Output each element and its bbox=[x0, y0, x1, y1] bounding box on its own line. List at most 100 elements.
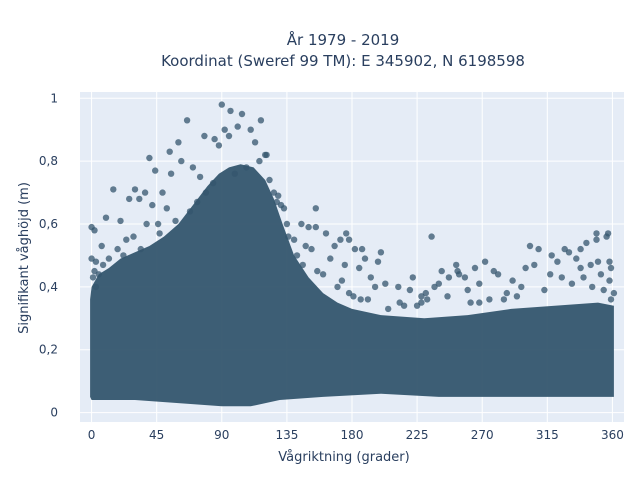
data-point bbox=[211, 135, 218, 143]
data-point bbox=[535, 245, 542, 253]
data-point bbox=[221, 126, 228, 133]
data-point bbox=[337, 236, 344, 243]
y-tick-label: 0,2 bbox=[39, 343, 58, 357]
data-point bbox=[334, 283, 341, 291]
data-point bbox=[327, 255, 334, 262]
data-point bbox=[548, 252, 555, 259]
data-point bbox=[196, 173, 204, 181]
data-point bbox=[418, 293, 425, 300]
data-point bbox=[361, 255, 369, 262]
data-point bbox=[322, 230, 330, 237]
x-tick-label: 45 bbox=[149, 428, 164, 442]
data-point bbox=[374, 258, 382, 265]
point-cloud-band bbox=[90, 164, 614, 407]
y-tick-label: 0,4 bbox=[39, 280, 58, 294]
data-point bbox=[308, 245, 315, 253]
data-point bbox=[263, 151, 270, 159]
data-point bbox=[114, 245, 121, 253]
data-point bbox=[428, 233, 435, 240]
data-point bbox=[589, 283, 596, 291]
data-point bbox=[285, 233, 292, 240]
data-point bbox=[202, 189, 210, 196]
x-tick-label: 315 bbox=[536, 428, 559, 442]
data-point bbox=[105, 255, 113, 262]
data-point bbox=[422, 289, 429, 297]
y-tick-label: 1 bbox=[50, 91, 58, 105]
data-point bbox=[486, 296, 493, 303]
y-tick-label: 0 bbox=[50, 406, 58, 420]
data-point bbox=[594, 258, 602, 265]
data-point bbox=[338, 277, 346, 284]
data-point bbox=[467, 299, 474, 306]
data-point bbox=[290, 236, 298, 243]
data-point bbox=[395, 283, 402, 291]
data-point bbox=[445, 274, 453, 281]
data-point bbox=[464, 286, 471, 294]
data-point bbox=[266, 176, 273, 184]
data-point bbox=[600, 286, 607, 294]
data-point bbox=[319, 271, 327, 278]
data-point bbox=[364, 296, 372, 303]
data-point bbox=[312, 205, 319, 212]
data-point bbox=[234, 123, 241, 130]
data-point bbox=[159, 189, 166, 196]
data-point bbox=[418, 299, 425, 306]
data-point bbox=[293, 252, 301, 259]
data-point bbox=[120, 252, 127, 259]
data-point bbox=[345, 289, 353, 297]
data-point bbox=[209, 179, 217, 187]
data-point bbox=[131, 186, 139, 193]
data-point bbox=[146, 154, 153, 162]
dense-band bbox=[90, 164, 614, 407]
x-tick-label: 0 bbox=[88, 428, 96, 442]
data-point bbox=[358, 245, 366, 253]
data-point bbox=[558, 274, 565, 281]
data-point bbox=[593, 230, 600, 237]
data-point bbox=[471, 264, 479, 272]
x-tick-label: 225 bbox=[406, 428, 429, 442]
data-point bbox=[610, 289, 618, 297]
data-point bbox=[500, 296, 508, 303]
data-point bbox=[215, 142, 223, 149]
data-point bbox=[409, 274, 416, 281]
data-point bbox=[587, 261, 594, 269]
x-tick-label: 90 bbox=[214, 428, 229, 442]
chart-title: År 1979 - 2019 Koordinat (Sweref 99 TM):… bbox=[161, 30, 525, 70]
data-point bbox=[302, 242, 309, 250]
y-tick-label: 0,8 bbox=[39, 154, 58, 168]
data-point bbox=[481, 258, 489, 265]
data-point bbox=[172, 217, 179, 225]
data-point bbox=[91, 227, 98, 234]
data-point bbox=[503, 289, 510, 297]
data-point bbox=[92, 258, 100, 265]
data-point bbox=[577, 245, 584, 253]
data-point bbox=[110, 186, 117, 193]
data-point bbox=[531, 261, 538, 269]
data-point bbox=[130, 233, 137, 240]
y-axis-title: Signifikant våghöjd (m) bbox=[17, 182, 32, 334]
data-point bbox=[444, 293, 451, 300]
data-point bbox=[280, 205, 288, 212]
chart-title-line-2: Koordinat (Sweref 99 TM): E 345902, N 61… bbox=[161, 52, 525, 70]
data-point bbox=[343, 230, 350, 237]
data-point bbox=[154, 220, 162, 228]
data-point bbox=[547, 271, 554, 278]
data-point bbox=[257, 117, 265, 124]
data-point bbox=[345, 236, 353, 243]
data-point bbox=[231, 170, 238, 177]
data-point bbox=[377, 249, 385, 256]
data-point bbox=[141, 189, 149, 196]
data-point bbox=[606, 277, 613, 284]
data-point bbox=[189, 164, 197, 171]
data-point bbox=[312, 223, 319, 231]
data-point bbox=[522, 264, 529, 272]
data-point bbox=[382, 280, 389, 287]
data-point bbox=[541, 286, 548, 294]
data-point bbox=[607, 264, 615, 272]
data-point bbox=[298, 220, 305, 228]
data-point bbox=[247, 126, 254, 133]
data-point bbox=[526, 242, 534, 250]
data-point bbox=[194, 198, 201, 206]
data-point bbox=[89, 274, 97, 281]
data-point bbox=[137, 245, 144, 253]
